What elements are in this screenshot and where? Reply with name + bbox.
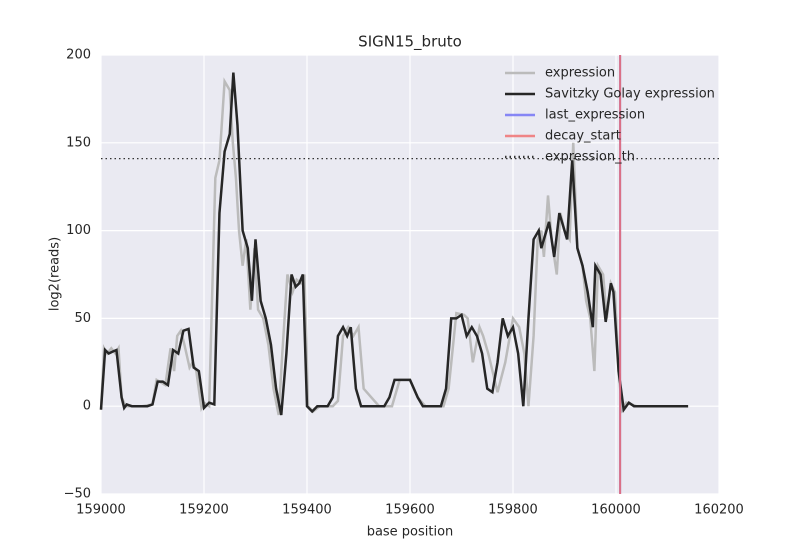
legend-label: Savitzky Golay expression [545, 87, 715, 102]
y-axis-label: log2(reads) [48, 237, 63, 311]
y-tick-label: 100 [66, 223, 91, 238]
legend-label: expression_th [545, 150, 635, 165]
x-tick-label: 160200 [694, 503, 744, 518]
y-tick-label: 150 [66, 135, 91, 150]
x-tick-label: 159800 [488, 503, 538, 518]
x-axis-label: base position [367, 525, 454, 540]
y-tick-label: 200 [66, 48, 91, 63]
x-tick-label: 159600 [385, 503, 435, 518]
legend-label: decay_start [545, 129, 621, 144]
x-tick-label: 160000 [591, 503, 641, 518]
y-tick-label: −50 [64, 487, 91, 502]
x-tick-label: 159000 [76, 503, 126, 518]
x-tick-label: 159200 [179, 503, 229, 518]
series-line [99, 72, 689, 416]
legend-label: expression [545, 66, 615, 81]
chart-title: SIGN15_bruto [358, 33, 462, 52]
x-tick-label: 159400 [282, 503, 332, 518]
y-tick-label: 0 [83, 399, 91, 414]
y-tick-label: 50 [74, 311, 91, 326]
legend-label: last_expression [545, 108, 645, 123]
